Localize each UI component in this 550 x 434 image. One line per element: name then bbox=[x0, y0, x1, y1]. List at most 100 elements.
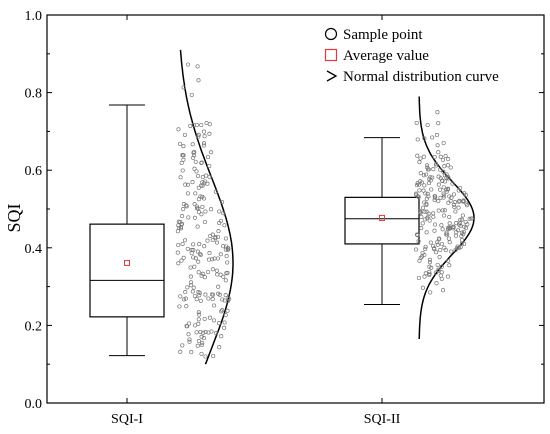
sample-point bbox=[224, 254, 229, 259]
sample-point bbox=[219, 309, 224, 314]
sample-point bbox=[452, 200, 458, 205]
sample-point bbox=[223, 293, 228, 298]
sample-point bbox=[214, 268, 219, 273]
sample-point bbox=[197, 312, 202, 317]
y-axis-label: SQI bbox=[4, 203, 24, 232]
sample-point bbox=[183, 182, 188, 187]
sample-point bbox=[421, 188, 426, 193]
sample-point bbox=[427, 218, 432, 223]
sample-point bbox=[195, 173, 201, 179]
sample-point bbox=[428, 240, 433, 245]
sample-point bbox=[198, 298, 203, 303]
sample-point bbox=[189, 350, 194, 355]
sample-point bbox=[218, 272, 223, 277]
sample-point bbox=[200, 271, 205, 276]
sample-point bbox=[202, 244, 207, 249]
sample-point bbox=[447, 214, 452, 220]
sample-point bbox=[204, 173, 209, 178]
sample-point bbox=[190, 142, 195, 147]
box-iqr bbox=[344, 196, 420, 245]
sample-point bbox=[434, 133, 440, 138]
x-tick-label: SQI-I bbox=[111, 412, 143, 427]
sample-point bbox=[459, 238, 465, 243]
sample-point bbox=[457, 198, 462, 203]
sample-point bbox=[202, 316, 207, 321]
sample-point bbox=[196, 134, 201, 139]
sample-point bbox=[432, 228, 437, 233]
sample-point bbox=[444, 189, 449, 194]
sample-point bbox=[439, 241, 445, 247]
sample-point bbox=[210, 257, 215, 262]
sample-point bbox=[178, 219, 183, 225]
sample-point bbox=[215, 256, 220, 261]
sample-point bbox=[211, 353, 216, 359]
sample-point bbox=[199, 160, 204, 166]
sample-point bbox=[193, 191, 198, 196]
sample-point bbox=[191, 155, 196, 160]
sample-point bbox=[436, 121, 441, 126]
sample-point bbox=[427, 257, 432, 262]
sample-point bbox=[417, 188, 422, 193]
sample-point bbox=[432, 246, 437, 251]
sample-point bbox=[180, 343, 185, 348]
sample-point bbox=[446, 157, 451, 162]
sample-point bbox=[422, 209, 427, 214]
sample-point bbox=[202, 181, 207, 186]
sample-point bbox=[188, 280, 194, 285]
sample-point bbox=[200, 175, 205, 180]
sample-point bbox=[210, 297, 215, 302]
sample-point bbox=[178, 349, 183, 354]
sample-point bbox=[439, 264, 444, 269]
sample-point bbox=[184, 203, 189, 208]
sample-point bbox=[184, 304, 189, 309]
sample-point bbox=[219, 199, 225, 205]
sample-point bbox=[434, 163, 439, 168]
sample-point bbox=[442, 213, 447, 218]
sample-point bbox=[205, 154, 211, 160]
legend: Sample point Average value Normal distri… bbox=[324, 27, 499, 85]
sample-point bbox=[181, 255, 186, 260]
sample-point bbox=[451, 225, 456, 230]
y-tick-label: 1.0 bbox=[25, 9, 43, 24]
sample-point bbox=[458, 217, 463, 222]
sample-point bbox=[450, 181, 455, 186]
sample-point bbox=[462, 191, 467, 196]
sample-point bbox=[203, 330, 208, 335]
sample-point bbox=[181, 207, 186, 212]
sample-point bbox=[186, 215, 191, 220]
sample-point bbox=[427, 264, 432, 269]
sample-point bbox=[422, 136, 427, 141]
sample-point bbox=[223, 313, 228, 318]
mean-marker bbox=[379, 214, 385, 221]
sample-points bbox=[413, 110, 474, 295]
sample-point bbox=[462, 241, 467, 247]
sample-point bbox=[416, 182, 422, 187]
sample-point bbox=[424, 201, 429, 206]
sample-point bbox=[214, 331, 219, 336]
sample-point bbox=[436, 150, 441, 155]
sample-point bbox=[185, 182, 191, 187]
sample-point bbox=[434, 281, 439, 286]
legend-item-sample-point: Sample point bbox=[324, 27, 423, 43]
sample-point bbox=[207, 315, 213, 320]
sample-point bbox=[203, 354, 208, 359]
sample-point bbox=[212, 303, 217, 308]
sample-point bbox=[427, 269, 432, 274]
y-tick-label: 0.0 bbox=[25, 397, 43, 412]
sample-point bbox=[464, 201, 469, 206]
sample-point bbox=[188, 283, 194, 288]
sample-point bbox=[190, 289, 195, 294]
plot-area bbox=[47, 14, 544, 404]
sample-point bbox=[439, 276, 444, 281]
sample-point bbox=[422, 200, 427, 205]
sample-point bbox=[426, 194, 431, 199]
sample-point bbox=[445, 163, 451, 168]
sample-point bbox=[178, 175, 183, 180]
sample-point bbox=[436, 208, 441, 213]
sample-point bbox=[199, 122, 204, 128]
sample-point bbox=[176, 261, 181, 266]
sample-point bbox=[201, 143, 206, 148]
sample-point bbox=[214, 240, 220, 245]
sample-point bbox=[420, 205, 426, 210]
sample-point bbox=[439, 223, 444, 228]
